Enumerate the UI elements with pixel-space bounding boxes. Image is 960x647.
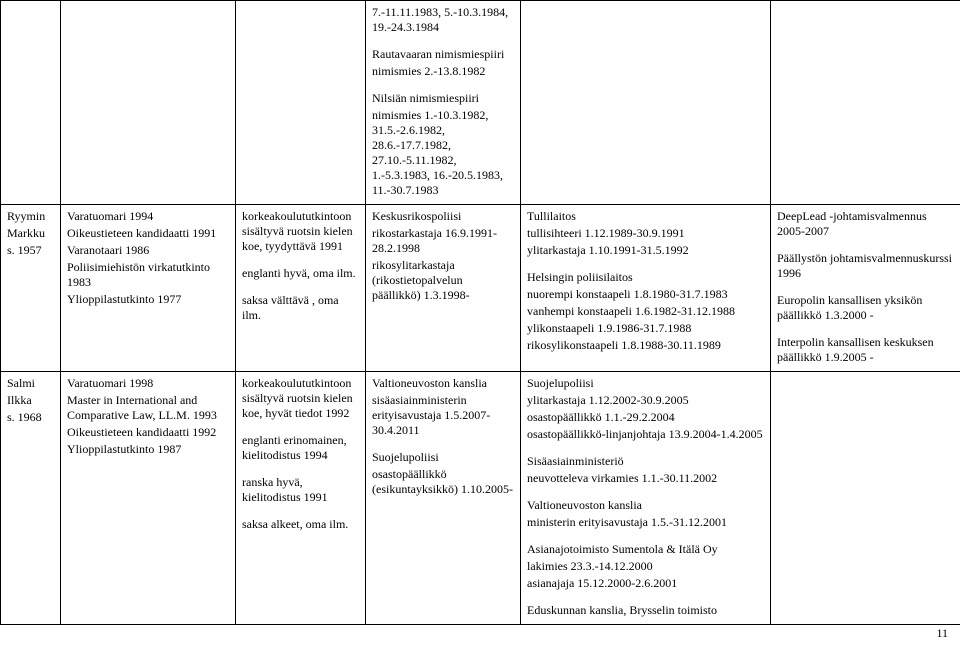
cell-job1: Valtioneuvoston kansliasisäasiainministe… [366,372,521,625]
cell-extra: DeepLead -johtamisvalmennus 2005-2007Pää… [771,205,960,372]
page-number: 11 [936,626,948,641]
table-row: RyyminMarkkus. 1957 Varatuomari 1994Oike… [1,205,960,372]
cell-edu: Varatuomari 1998Master in International … [61,372,236,625]
cell-name: RyyminMarkkus. 1957 [1,205,61,372]
cell-lang: korkeakoulututkintoon sisältyvä ruotsin … [236,205,366,372]
table-row: 7.-11.11.1983, 5.-10.3.1984, 19.-24.3.19… [1,1,960,205]
cell-job2 [521,1,771,205]
cell-name [1,1,61,205]
table-row: SalmiIlkkas. 1968 Varatuomari 1998Master… [1,372,960,625]
cell-job1: Keskusrikospoliisirikostarkastaja 16.9.1… [366,205,521,372]
cell-extra [771,1,960,205]
cell-job1: 7.-11.11.1983, 5.-10.3.1984, 19.-24.3.19… [366,1,521,205]
cell-lang [236,1,366,205]
cell-edu [61,1,236,205]
cell-job2: Suojelupoliisiylitarkastaja 1.12.2002-30… [521,372,771,625]
cell-edu: Varatuomari 1994Oikeustieteen kandidaatt… [61,205,236,372]
table-body: 7.-11.11.1983, 5.-10.3.1984, 19.-24.3.19… [1,1,960,625]
cell-lang: korkeakoulututkintoon sisältyvä ruotsin … [236,372,366,625]
document-table: 7.-11.11.1983, 5.-10.3.1984, 19.-24.3.19… [0,0,960,625]
cell-extra [771,372,960,625]
cell-name: SalmiIlkkas. 1968 [1,372,61,625]
cell-job2: Tullilaitostullisihteeri 1.12.1989-30.9.… [521,205,771,372]
